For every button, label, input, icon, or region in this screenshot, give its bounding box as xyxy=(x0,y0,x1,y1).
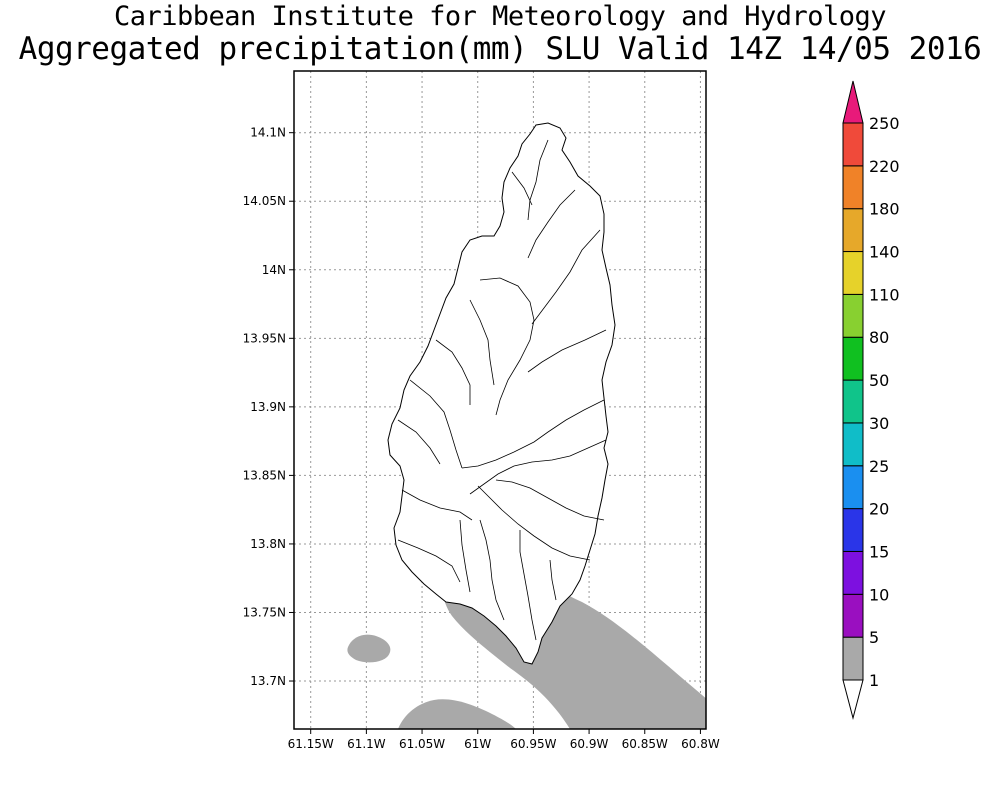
colorbar-level-label: 110 xyxy=(869,285,900,304)
colorbar-segment xyxy=(842,379,864,424)
colorbar-segment xyxy=(842,251,864,295)
lat-tick-label: 13.75N xyxy=(243,605,286,619)
lat-tick-label: 13.9N xyxy=(250,400,286,414)
lon-tick-label: 61.05W xyxy=(399,737,445,751)
colorbar-segment xyxy=(842,122,864,167)
lat-tick-label: 13.8N xyxy=(250,537,286,551)
colorbar-segment xyxy=(842,422,864,467)
map-plot-area xyxy=(347,122,706,729)
lon-tick-label: 61.15W xyxy=(288,737,334,751)
colorbar-segment xyxy=(842,550,864,595)
colorbar-level-label: 180 xyxy=(869,200,900,219)
lat-tick-label: 13.85N xyxy=(243,468,286,482)
lon-tick-label: 61.1W xyxy=(347,737,386,751)
colorbar-level-label: 15 xyxy=(869,542,889,561)
lon-tick-label: 61W xyxy=(464,737,491,751)
colorbar-level-label: 20 xyxy=(869,500,889,519)
colorbar-segment xyxy=(842,165,864,210)
island-coastline xyxy=(387,122,616,665)
colorbar-level-label: 80 xyxy=(869,328,889,347)
colorbar-level-label: 50 xyxy=(869,371,889,390)
colorbar-segment xyxy=(842,636,864,681)
colorbar-segment xyxy=(842,465,864,510)
colorbar-segment xyxy=(842,593,864,638)
lat-tick-label: 14N xyxy=(262,263,286,277)
map-frame xyxy=(293,70,707,730)
colorbar-level-label: 250 xyxy=(869,114,900,133)
lat-tick-label: 13.7N xyxy=(250,674,286,688)
colorbar-level-label: 5 xyxy=(869,628,879,647)
latitude-axis: 14.1N 14.05N 14N 13.95N 13.9N 13.85N 13.8N 13.7… xyxy=(243,126,294,688)
title-institute: Caribbean Institute for Meteorology and … xyxy=(113,1,887,32)
colorbar-segment xyxy=(842,208,864,253)
lat-tick-label: 14.1N xyxy=(250,126,286,140)
colorbar-level-label: 220 xyxy=(869,157,900,176)
lon-tick-label: 60.95W xyxy=(510,737,556,751)
colorbar-segment xyxy=(842,293,864,338)
lat-tick-label: 14.05N xyxy=(243,194,286,208)
colorbar-segment xyxy=(842,508,864,552)
colorbar-segment xyxy=(842,336,864,381)
title-block: Caribbean Institute for Meteorology and … xyxy=(0,1,1000,67)
lon-tick-label: 60.85W xyxy=(622,737,668,751)
colorbar-level-label: 10 xyxy=(869,585,889,604)
precip-area-west-blob xyxy=(347,634,391,663)
colorbar-low-end xyxy=(842,679,864,720)
longitude-axis: 61.15W 61.1W 61.05W 61W 60.95W 60.9W 60.85W 60.… xyxy=(288,729,720,751)
lat-tick-label: 13.95N xyxy=(243,331,286,345)
colorbar-high-end xyxy=(842,80,864,124)
colorbar-level-label: 1 xyxy=(869,671,879,690)
colorbar-level-label: 30 xyxy=(869,414,889,433)
title-product: Aggregated precipitation(mm) SLU Valid 1… xyxy=(18,31,982,67)
precip-area-south-bottom xyxy=(398,699,516,729)
colorbar-level-label: 140 xyxy=(869,243,900,262)
internal-boundaries xyxy=(397,139,607,641)
lon-tick-label: 60.8W xyxy=(681,737,720,751)
lon-tick-label: 60.9W xyxy=(570,737,609,751)
colorbar-level-label: 25 xyxy=(869,457,889,476)
